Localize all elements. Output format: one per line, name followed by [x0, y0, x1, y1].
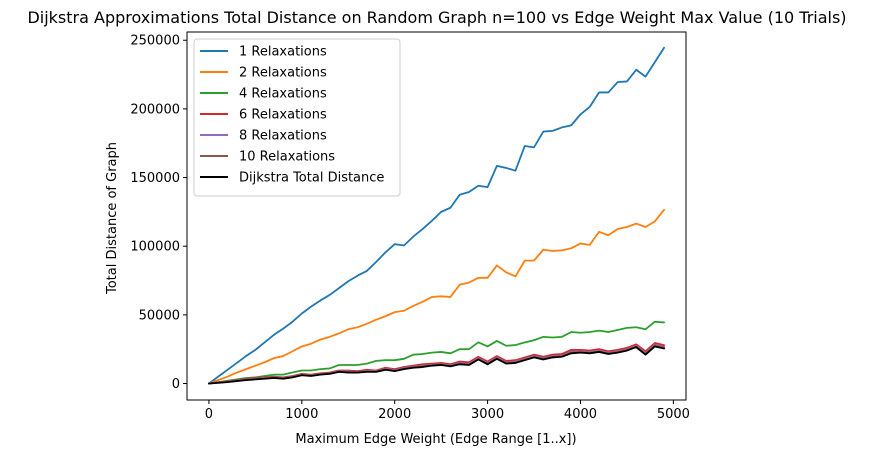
series-line-6 — [208, 345, 665, 385]
legend-label-0: 1 Relaxations — [239, 45, 327, 60]
series-line-1 — [208, 208, 665, 385]
x-axis-label: Maximum Edge Weight (Edge Range [1..x]) — [295, 432, 576, 447]
y-tick-label-4: 200000 — [130, 102, 180, 117]
chart-title: Dijkstra Approximations Total Distance o… — [27, 8, 846, 27]
legend-label-4: 8 Relaxations — [239, 129, 327, 144]
legend-label-6: Dijkstra Total Distance — [239, 171, 384, 186]
x-tick-label-2: 2000 — [378, 407, 411, 422]
y-tick-label-5: 250000 — [130, 34, 180, 49]
legend-label-3: 6 Relaxations — [239, 108, 327, 123]
x-tick-label-1: 1000 — [285, 407, 318, 422]
y-tick-label-1: 50000 — [139, 308, 180, 323]
axes-frame — [186, 31, 687, 401]
legend-label-1: 2 Relaxations — [239, 66, 327, 81]
y-axis-label: Total Distance of Graph — [105, 142, 120, 295]
series-line-2 — [208, 320, 665, 385]
plot-area: 0 1000 2000 3000 4000 50000500001000001500002… — [130, 31, 690, 422]
legend-label-5: 10 Relaxations — [239, 150, 335, 165]
legend-box — [193, 38, 401, 197]
x-tick-label-0: 0 — [205, 407, 213, 422]
y-tick-label-0: 0 — [172, 377, 180, 392]
legend: 1 Relaxations 2 Relaxations 4 Relaxations 6… — [193, 38, 401, 197]
y-tick-label-2: 100000 — [130, 240, 180, 255]
x-tick-label-5: 5000 — [657, 407, 690, 422]
legend-label-2: 4 Relaxations — [239, 87, 327, 102]
x-tick-label-3: 3000 — [471, 407, 504, 422]
y-tick-label-3: 150000 — [130, 171, 180, 186]
x-tick-label-4: 4000 — [564, 407, 597, 422]
series-line-0 — [208, 46, 665, 385]
